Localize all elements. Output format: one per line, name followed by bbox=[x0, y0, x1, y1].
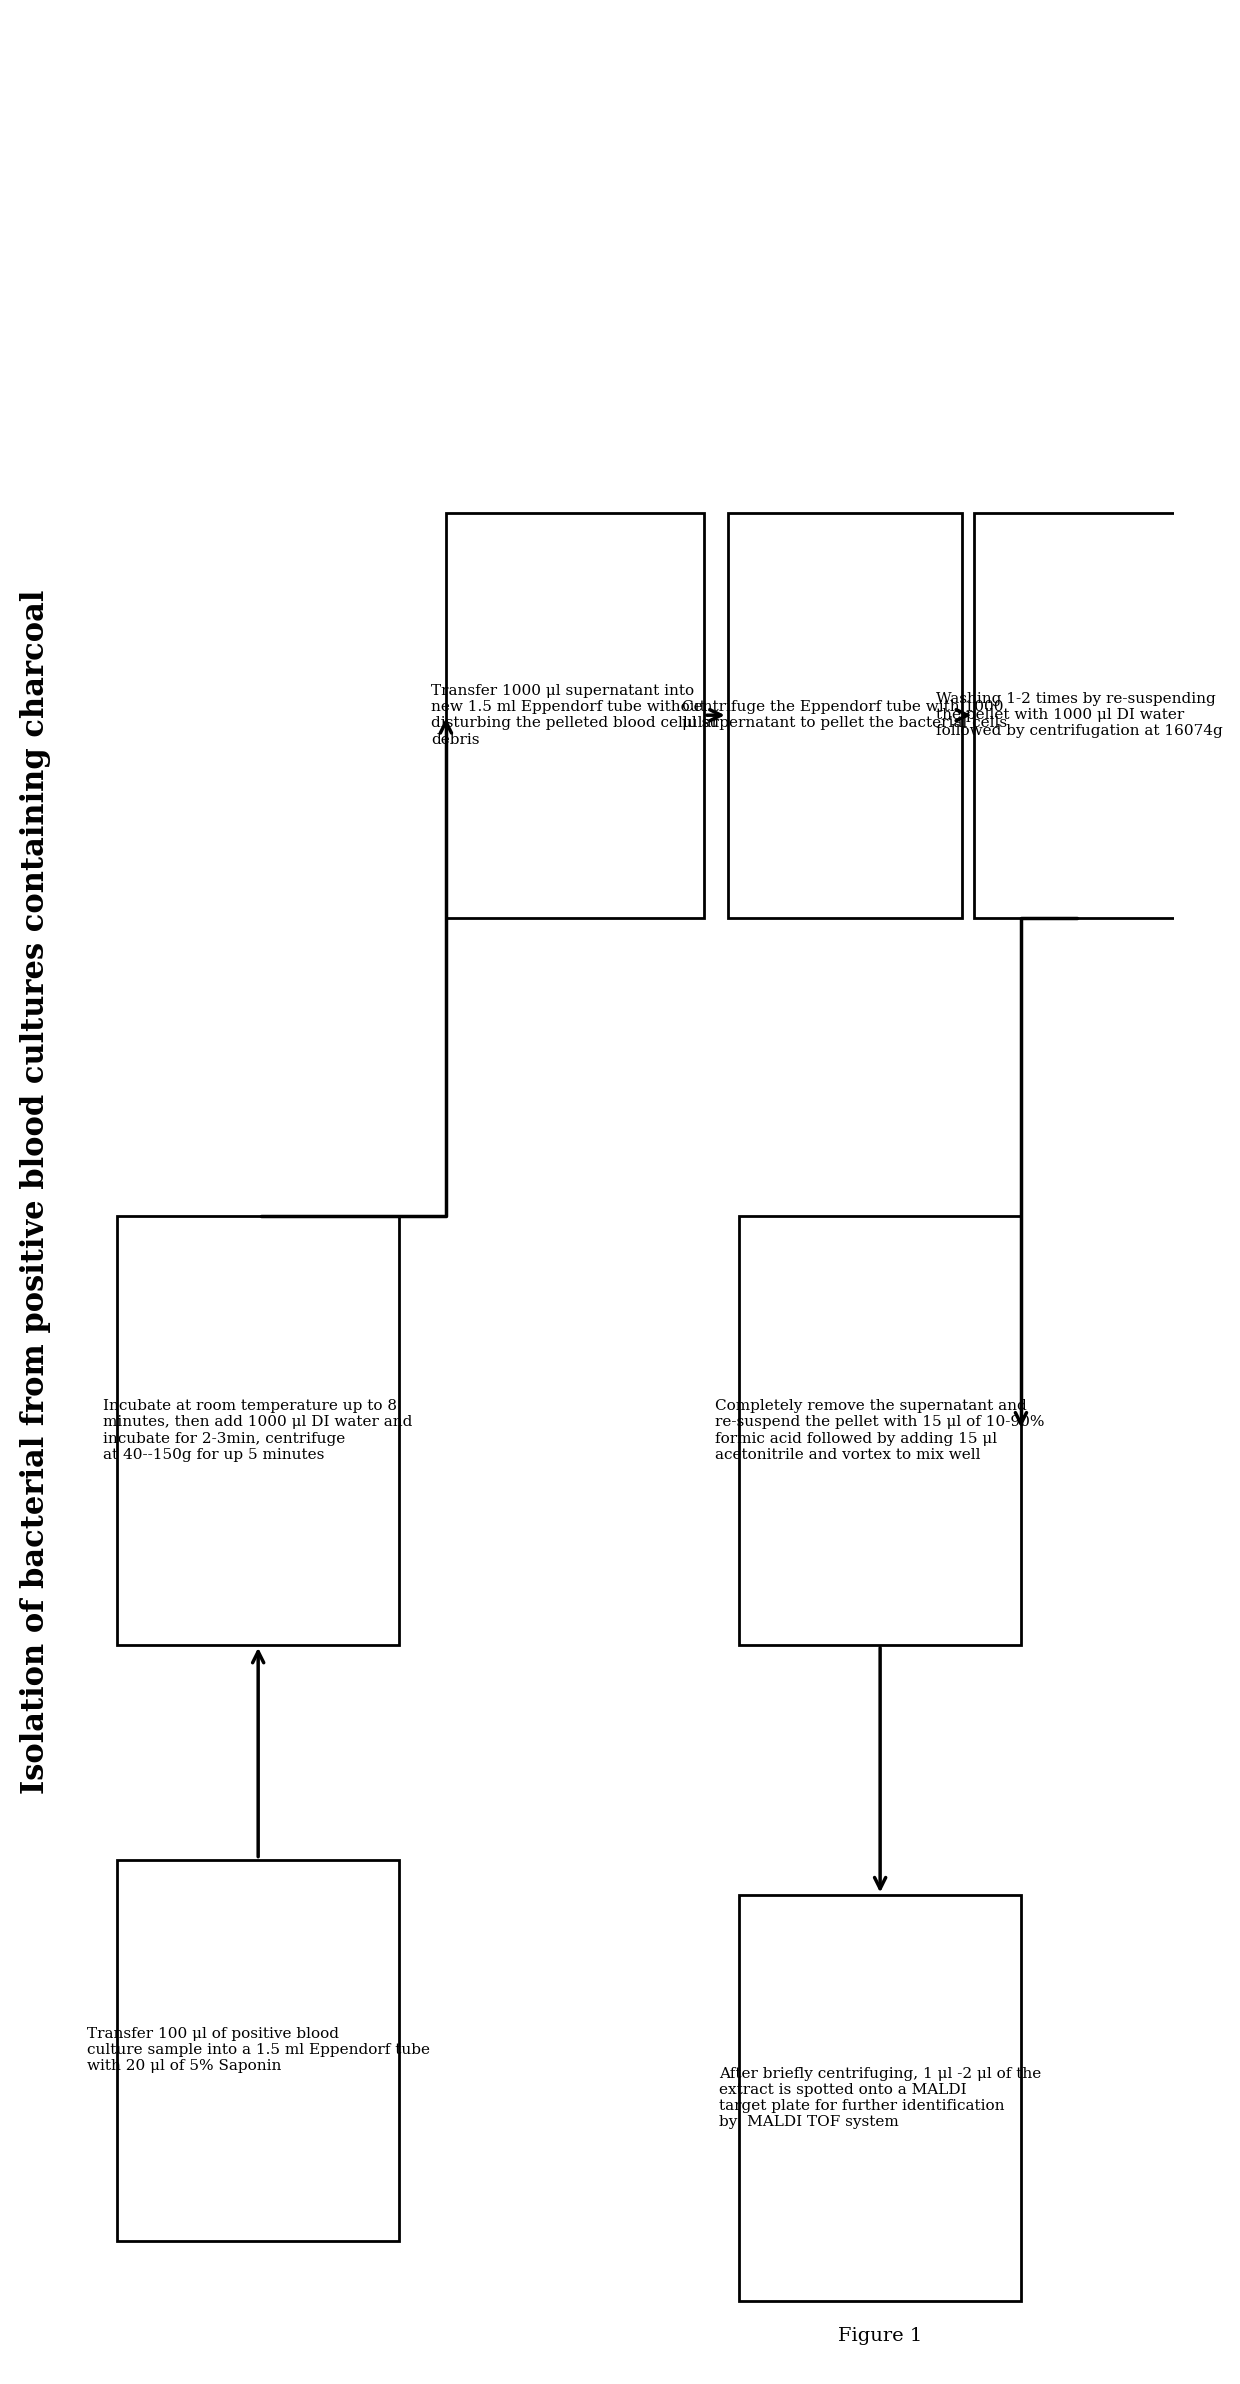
Text: Completely remove the supernatant and
re-suspend the pellet with 15 μl of 10-90%: Completely remove the supernatant and re… bbox=[715, 1399, 1045, 1461]
Text: Washing 1-2 times by re-suspending
the pellet with 1000 μl DI water
followed by : Washing 1-2 times by re-suspending the p… bbox=[936, 691, 1223, 739]
FancyBboxPatch shape bbox=[973, 513, 1185, 918]
Text: Isolation of bacterial from positive blood cultures containing charcoal: Isolation of bacterial from positive blo… bbox=[20, 589, 51, 1795]
FancyBboxPatch shape bbox=[739, 1895, 1021, 2301]
FancyBboxPatch shape bbox=[118, 1860, 399, 2241]
Text: Transfer 1000 μl supernatant into
new 1.5 ml Eppendorf tube without
disturbing t: Transfer 1000 μl supernatant into new 1.… bbox=[432, 684, 719, 746]
Text: Figure 1: Figure 1 bbox=[838, 2327, 923, 2346]
FancyBboxPatch shape bbox=[728, 513, 962, 918]
Text: Centrifuge the Eppendorf tube with 1000
μl supernatant to pellet the bacterial c: Centrifuge the Eppendorf tube with 1000 … bbox=[682, 701, 1007, 730]
Text: Incubate at room temperature up to 8
minutes, then add 1000 μl DI water and
incu: Incubate at room temperature up to 8 min… bbox=[103, 1399, 413, 1461]
FancyBboxPatch shape bbox=[118, 1216, 399, 1645]
Text: After briefly centrifuging, 1 μl -2 μl of the
extract is spotted onto a MALDI
ta: After briefly centrifuging, 1 μl -2 μl o… bbox=[719, 2067, 1042, 2129]
Text: Transfer 100 μl of positive blood
culture sample into a 1.5 ml Eppendorf tube
wi: Transfer 100 μl of positive blood cultur… bbox=[87, 2026, 430, 2074]
FancyBboxPatch shape bbox=[739, 1216, 1021, 1645]
FancyBboxPatch shape bbox=[446, 513, 704, 918]
